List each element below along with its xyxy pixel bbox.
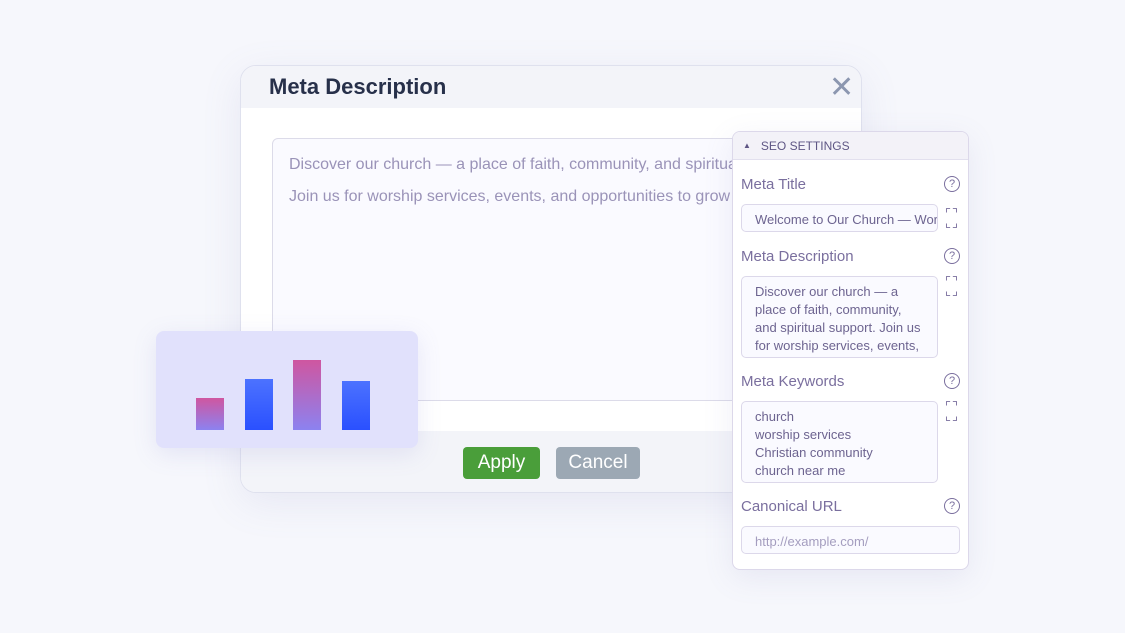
canonical-url-input[interactable]: http://example.com/ — [741, 526, 960, 554]
help-icon[interactable]: ? — [944, 248, 960, 264]
cancel-button[interactable]: Cancel — [556, 447, 640, 479]
expand-icon[interactable]: ⌜⌝ ⌞⌟ — [944, 399, 960, 423]
seo-settings-header[interactable]: ▲ SEO SETTINGS — [733, 132, 968, 160]
expand-icon[interactable]: ⌜⌝ ⌞⌟ — [944, 206, 960, 230]
dialog-title: Meta Description — [269, 74, 447, 99]
meta-description-input[interactable]: Discover our church — a place of faith, … — [741, 276, 938, 358]
chart-bar — [196, 398, 224, 430]
keyword-line: church — [755, 409, 795, 424]
dialog-header: Meta Description ✕ — [241, 66, 861, 108]
close-icon[interactable]: ✕ — [829, 71, 855, 104]
help-icon[interactable]: ? — [944, 176, 960, 192]
chart-bar — [245, 379, 273, 430]
chart-bar — [293, 360, 321, 430]
keyword-line: Christian community — [755, 445, 873, 460]
seo-settings-title: SEO SETTINGS — [760, 138, 850, 153]
expand-icon[interactable]: ⌜⌝ ⌞⌟ — [944, 274, 960, 298]
meta-title-input[interactable]: Welcome to Our Church — Worship, Communi… — [741, 204, 938, 232]
meta-description-label: Meta Description — [741, 248, 854, 265]
help-icon[interactable]: ? — [944, 498, 960, 514]
meta-keywords-input[interactable]: church worship services Christian commun… — [741, 401, 938, 483]
bar-chart-illustration — [156, 331, 418, 448]
keyword-line: church near me — [755, 463, 846, 478]
meta-keywords-label: Meta Keywords — [741, 373, 845, 390]
keyword-line: worship services — [755, 427, 852, 442]
meta-title-label: Meta Title — [741, 176, 807, 193]
canonical-url-label: Canonical URL — [741, 498, 842, 515]
chart-bar — [342, 381, 370, 430]
apply-button[interactable]: Apply — [463, 447, 540, 479]
caret-up-icon: ▲ — [743, 141, 751, 150]
help-icon[interactable]: ? — [944, 373, 960, 389]
seo-settings-panel: ▲ SEO SETTINGS Meta Title ? Welcome to O… — [732, 131, 969, 570]
